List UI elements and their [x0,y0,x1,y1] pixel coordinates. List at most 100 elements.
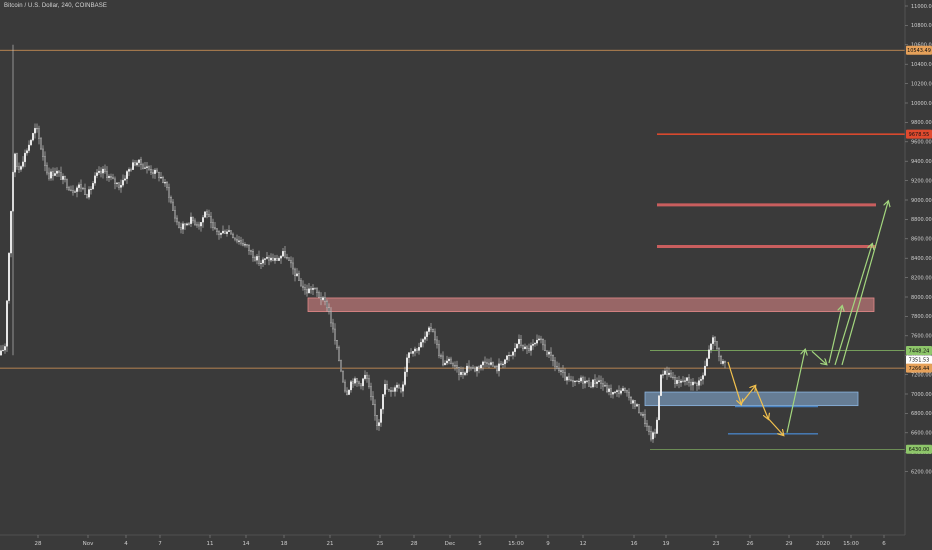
candle-body [292,262,294,270]
candle-body [480,364,482,369]
candle-body [412,351,414,354]
candle-body [146,166,148,168]
y-tick-label: 8600.00 [911,237,932,243]
candle-body [330,311,332,324]
candle-body [556,365,558,369]
candle-body [76,187,78,192]
candle-body [692,381,694,386]
time-axis[interactable] [0,535,932,550]
candle-body [524,346,526,350]
candle-body [558,368,560,371]
candle-body [154,169,156,174]
candle-body [382,394,384,410]
candle-body [722,361,724,364]
candle-body [630,397,632,404]
price-tag[interactable] [906,45,932,55]
candle-body [566,376,568,381]
candle-body [264,258,266,260]
y-tick-label: 8000.00 [911,295,932,301]
candle-body [456,365,458,368]
candle-body [594,379,596,384]
candle-body [190,216,192,224]
candle-body [274,258,276,261]
candle-body [280,255,282,259]
candle-body [602,383,604,387]
candle-body [396,384,398,388]
candle-body [248,244,250,251]
y-tick-label: 9200.00 [911,178,932,184]
candle-body [528,348,530,351]
candle-body [276,258,278,261]
candle-body [392,390,394,392]
candle-body [8,252,10,301]
candle-body [670,372,672,378]
candle-body [606,385,608,392]
y-tick-label: 10800.00 [911,23,932,29]
candle-body [636,404,638,407]
candle-body [502,363,504,365]
price-tag-label: 7448.24 [909,348,930,354]
candle-body [490,362,492,365]
candle-body [450,358,452,364]
projection-arrow-yellow [754,386,768,418]
candle-body [514,348,516,352]
price-tag[interactable] [906,355,932,365]
candle-body [228,230,230,232]
support-zone[interactable] [644,391,859,407]
y-tick-label: 6600.00 [911,431,932,437]
candle-body [346,390,348,395]
candle-body [52,171,54,176]
candle-body [648,426,650,432]
candle-body [510,354,512,357]
y-tick-label: 11000.00 [911,4,932,10]
candle-body [414,348,416,352]
candle-body [164,182,166,184]
candle-body [320,297,322,300]
candle-body [484,361,486,363]
y-tick-label: 8400.00 [911,256,932,262]
price-tag[interactable] [906,444,932,454]
candle-body [534,343,536,345]
price-axis[interactable] [905,0,932,550]
candle-body [482,361,484,366]
price-tag[interactable] [906,346,932,356]
candle-body [656,419,658,434]
candle-body [716,341,718,349]
candle-body [48,172,50,179]
candle-body [544,344,546,352]
candle-body [372,396,374,405]
candle-body [170,197,172,203]
candle-body [6,300,8,347]
y-tick-label: 7000.00 [911,392,932,398]
candle-body [698,380,700,386]
candle-body [380,409,382,423]
candle-body [398,384,400,389]
candle-body [218,231,220,235]
candle-body [476,366,478,372]
candle-body [542,339,544,346]
price-tag[interactable] [906,363,932,373]
price-tag[interactable] [906,129,932,139]
candle-body [318,292,320,298]
candle-body [336,340,338,348]
candle-body [142,164,144,169]
candle-body [148,166,150,170]
projection-arrow-green [828,307,842,364]
x-tick-label: Nov [83,541,94,547]
candle-body [408,352,410,358]
candle-body [272,257,274,261]
candle-body [126,171,128,179]
candle-body [98,170,100,173]
candle-body [376,415,378,426]
candle-body [356,378,358,383]
candle-body [696,382,698,386]
x-tick-label: 29 [786,541,793,547]
resistance-zone[interactable] [307,297,875,312]
candle-body [718,348,720,357]
candle-body [60,172,62,180]
x-tick-label: 12 [580,541,587,547]
candle-body [618,390,620,394]
candle-body [188,223,190,225]
